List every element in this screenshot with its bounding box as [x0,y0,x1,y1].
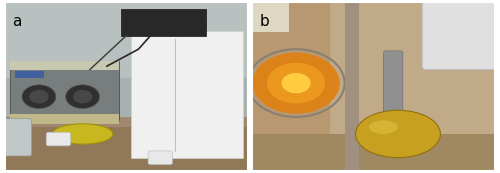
FancyBboxPatch shape [252,2,495,171]
FancyBboxPatch shape [5,124,248,171]
Ellipse shape [52,124,113,144]
FancyBboxPatch shape [5,2,248,171]
FancyBboxPatch shape [46,132,70,146]
FancyBboxPatch shape [422,0,500,70]
FancyBboxPatch shape [14,71,44,78]
FancyBboxPatch shape [5,2,248,78]
FancyBboxPatch shape [131,31,242,158]
Circle shape [66,85,100,108]
Circle shape [384,117,403,131]
FancyBboxPatch shape [10,114,119,124]
Circle shape [252,53,340,114]
FancyBboxPatch shape [252,134,495,171]
Text: a: a [12,14,22,29]
Circle shape [267,63,325,103]
FancyBboxPatch shape [344,2,359,171]
FancyBboxPatch shape [252,2,289,32]
Circle shape [30,90,48,103]
FancyBboxPatch shape [148,151,172,165]
FancyBboxPatch shape [427,2,495,171]
FancyBboxPatch shape [5,117,248,127]
Circle shape [22,85,56,108]
Circle shape [282,73,310,93]
FancyBboxPatch shape [2,119,32,156]
Circle shape [73,90,92,103]
FancyBboxPatch shape [10,61,119,70]
Text: b: b [260,14,270,29]
FancyBboxPatch shape [10,61,119,120]
FancyBboxPatch shape [252,2,330,171]
Ellipse shape [369,120,398,134]
FancyBboxPatch shape [384,51,403,125]
FancyBboxPatch shape [122,8,206,36]
Ellipse shape [356,110,440,158]
